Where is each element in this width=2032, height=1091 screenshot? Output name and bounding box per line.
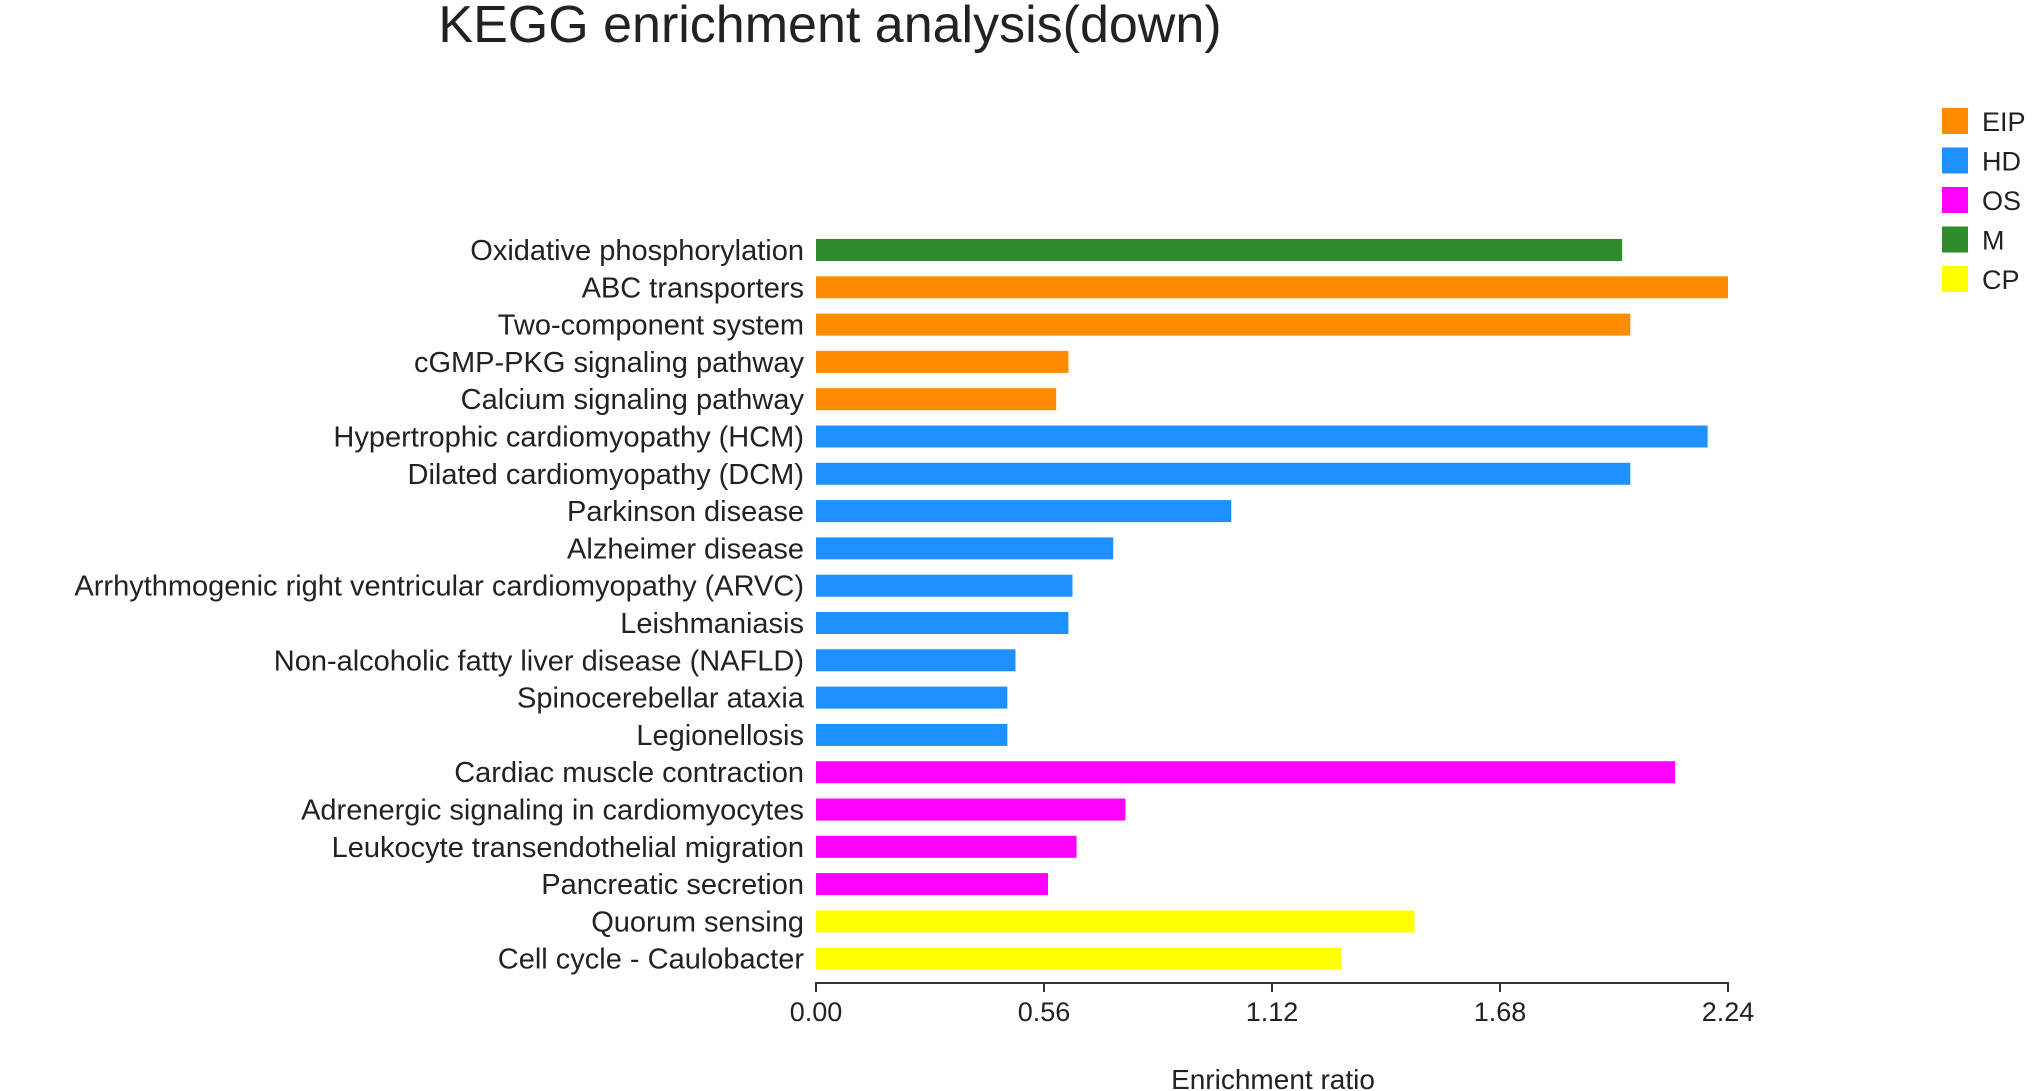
bar — [816, 350, 1069, 373]
category-label: Cardiac muscle contraction — [454, 757, 804, 789]
bars-layer — [816, 239, 1728, 970]
bar — [816, 910, 1415, 933]
bar — [816, 835, 1077, 858]
bar — [816, 500, 1232, 523]
category-label: Two-component system — [498, 310, 804, 342]
bar — [816, 388, 1057, 411]
category-label: Quorum sensing — [591, 906, 804, 938]
category-label: Spinocerebellar ataxia — [517, 683, 805, 715]
legend-swatch — [1942, 266, 1968, 292]
category-label: Alzheimer disease — [567, 533, 804, 565]
x-tick-label: 1.12 — [1246, 997, 1299, 1027]
x-axis-label: Enrichment ratio — [1171, 1064, 1375, 1091]
category-labels: Oxidative phosphorylation ABC transporter… — [74, 235, 804, 976]
bar — [816, 537, 1114, 560]
category-label: Leukocyte transendothelial migration — [332, 832, 804, 864]
legend: EIP HD OS M CP — [1942, 107, 2026, 295]
bar — [816, 649, 1016, 672]
category-label: Adrenergic signaling in cardiomyocytes — [301, 795, 804, 827]
legend-swatch — [1942, 187, 1968, 213]
category-label: Legionellosis — [636, 720, 804, 752]
category-label: ABC transporters — [582, 272, 804, 304]
bar — [816, 612, 1069, 634]
bar — [816, 686, 1008, 709]
category-label: Oxidative phosphorylation — [470, 235, 804, 267]
category-label: Parkinson disease — [567, 496, 804, 528]
bar — [816, 239, 1623, 261]
category-label: Leishmaniasis — [620, 608, 804, 640]
legend-swatch — [1942, 147, 1968, 174]
bar — [816, 723, 1008, 746]
x-tick-label: 0.56 — [1018, 997, 1071, 1027]
x-tick-label: 2.24 — [1702, 997, 1755, 1027]
category-label: Cell cycle - Caulobacter — [498, 944, 805, 976]
category-label: Non-alcoholic fatty liver disease (NAFLD… — [274, 645, 804, 677]
category-label: Dilated cardiomyopathy (DCM) — [408, 459, 804, 491]
chart-title: KEGG enrichment analysis(down) — [438, 0, 1221, 54]
bar — [816, 873, 1049, 896]
category-label: Calcium signaling pathway — [461, 384, 805, 416]
bar — [816, 313, 1631, 336]
category-label: Arrhythmogenic right ventricular cardiom… — [74, 571, 804, 603]
legend-swatch — [1942, 226, 1968, 253]
legend-label: M — [1982, 226, 2005, 256]
bar — [816, 276, 1728, 299]
category-label: Pancreatic secretion — [541, 869, 804, 901]
legend-label: CP — [1982, 265, 2020, 295]
legend-swatch — [1942, 108, 1968, 134]
bar — [816, 574, 1073, 597]
bar — [816, 761, 1676, 784]
category-label: Hypertrophic cardiomyopathy (HCM) — [333, 422, 804, 454]
legend-label: HD — [1982, 147, 2021, 177]
x-tick-label: 1.68 — [1474, 997, 1527, 1027]
bar — [816, 798, 1126, 821]
x-axis: 0.00 0.56 1.12 1.68 2.24 — [790, 982, 1755, 1027]
x-tick-label: 0.00 — [790, 997, 843, 1027]
legend-label: EIP — [1982, 107, 2026, 137]
bar — [816, 947, 1342, 970]
legend-label: OS — [1982, 186, 2021, 216]
bar — [816, 462, 1631, 485]
category-label: cGMP-PKG signaling pathway — [414, 347, 805, 379]
bar — [816, 425, 1708, 448]
